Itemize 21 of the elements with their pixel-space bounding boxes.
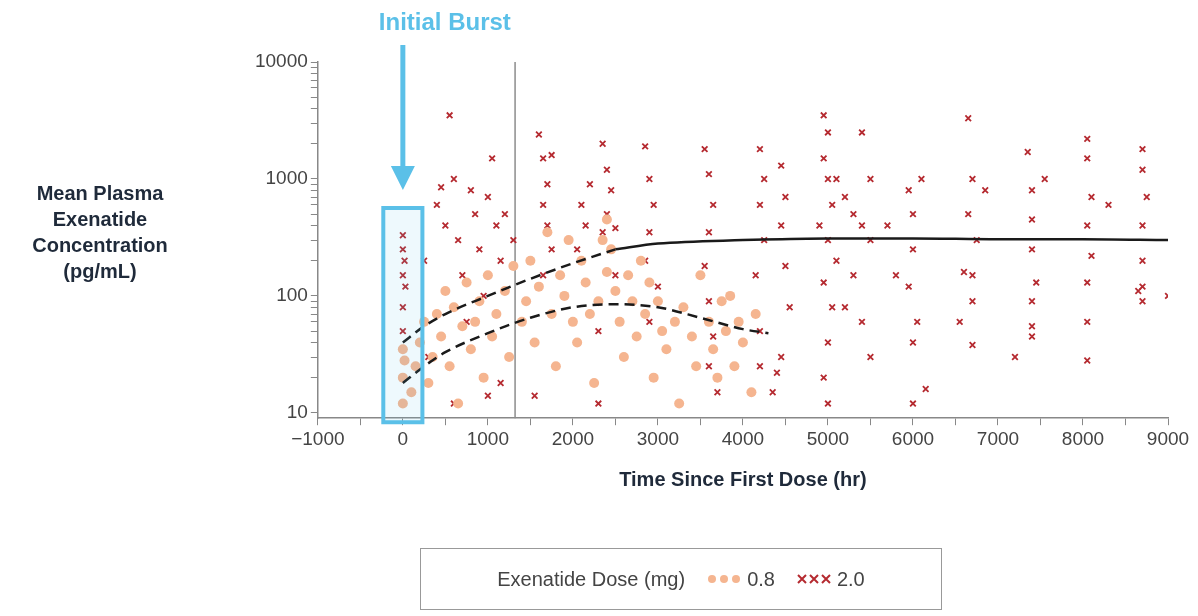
y-tick-label: 10000 [254, 50, 308, 72]
y-tick-label: 1000 [265, 167, 308, 189]
band-label: Initial Burst [378, 8, 511, 36]
x-tick-label: −1000 [291, 427, 345, 449]
x-tick-label: 1000 [466, 427, 510, 449]
legend-label: 2.0 [836, 567, 865, 591]
legend-title: Exenatide Dose (mg) [497, 567, 686, 591]
x-axis-title: Time Since First Dose (hr) [619, 467, 867, 490]
x-tick-label: 8000 [1061, 427, 1105, 449]
x-tick-label: 0 [397, 427, 409, 449]
x-tick-label: 2000 [551, 427, 595, 449]
x-tick-label: 9000 [1146, 427, 1190, 449]
x-tick-label: 3000 [636, 427, 680, 449]
legend-label: 0.8 [747, 567, 775, 591]
y-tick-label: 100 [276, 284, 308, 306]
x-tick-label: 5000 [806, 427, 850, 449]
y-axis-title: Mean Plasma Exenatide Concentration (pg/mL) [31, 181, 169, 284]
x-tick-label: 4000 [721, 427, 765, 449]
y-tick-label: 10 [286, 401, 308, 423]
x-tick-label: 7000 [976, 427, 1020, 449]
x-tick-label: 6000 [891, 427, 935, 449]
